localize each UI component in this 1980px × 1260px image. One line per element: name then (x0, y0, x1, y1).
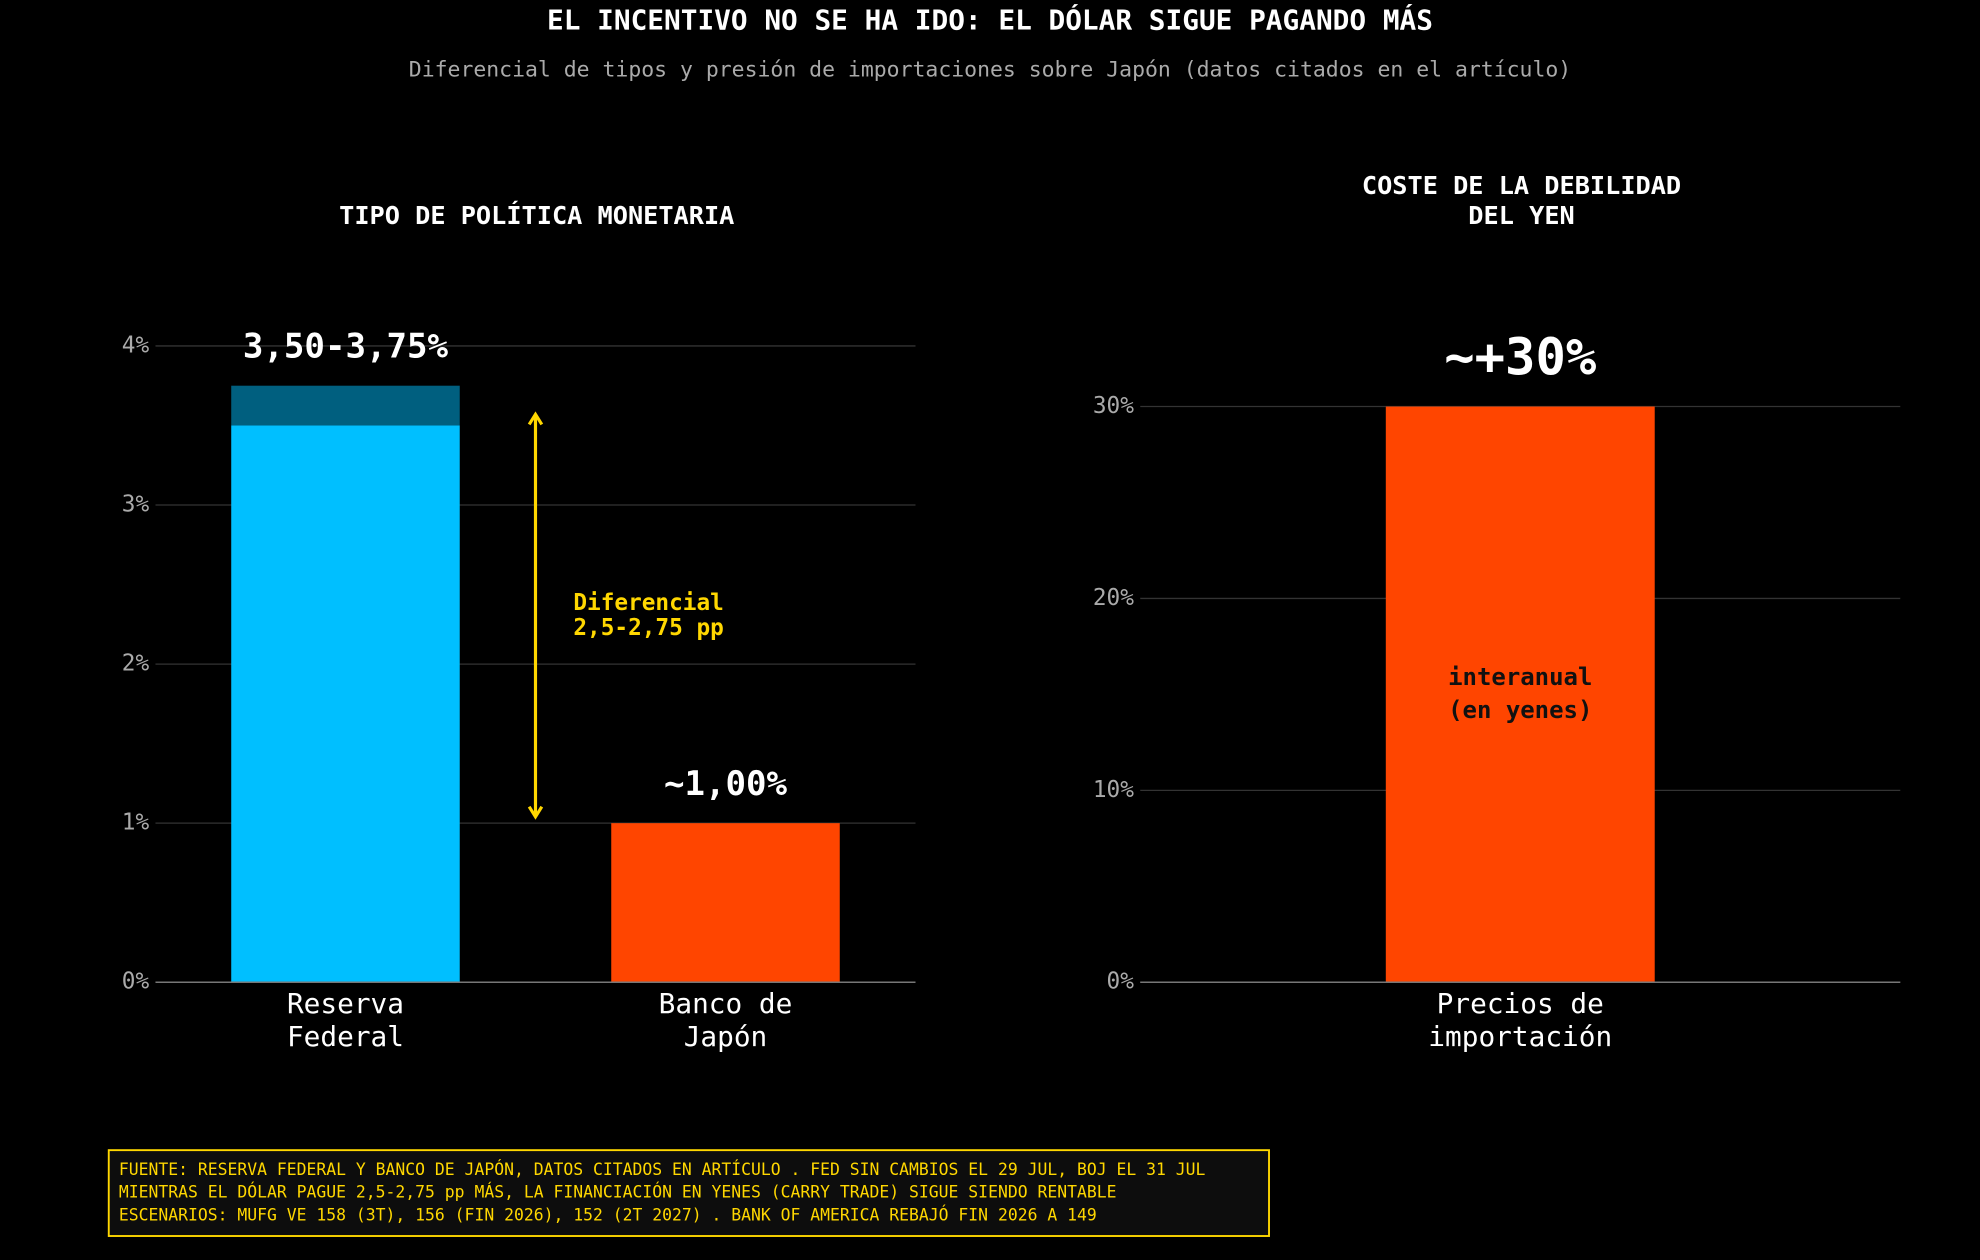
arrow-head (527, 411, 544, 426)
x-tick-label: Precios de importación (1428, 987, 1612, 1053)
y-tick-label: 10% (1093, 777, 1134, 803)
x-tick-label: Reserva Federal (287, 987, 404, 1053)
y-tick-label: 1% (122, 810, 150, 836)
footer-line: FUENTE: RESERVA FEDERAL Y BANCO DE JAPÓN… (119, 1160, 1206, 1179)
footer-box (107, 1149, 1270, 1237)
x-tick-label: Banco de Japón (659, 987, 793, 1053)
y-tick-label: 20% (1093, 585, 1134, 611)
inner-label: interanual (en yenes) (1448, 663, 1592, 724)
footer-line: ESCENARIOS: MUFG VE 158 (3T), 156 (FIN 2… (119, 1205, 1097, 1224)
y-tick-label: 4% (122, 332, 150, 358)
main-title: EL INCENTIVO NO SE HA IDO: EL DÓLAR SIGU… (547, 2, 1433, 36)
subtitle: Diferencial de tipos y presión de import… (409, 58, 1571, 83)
bar (611, 823, 840, 983)
bar (1385, 406, 1655, 983)
value-label: ~+30% (1444, 328, 1597, 387)
value-label: ~1,00% (664, 764, 788, 804)
arrow-head (527, 805, 544, 820)
bar (231, 385, 460, 426)
y-tick-label: 0% (122, 969, 150, 995)
panel-title: COSTE DE LA DEBILIDAD DEL YEN (1362, 171, 1681, 230)
y-tick-label: 3% (122, 492, 150, 518)
footer-line: MIENTRAS EL DÓLAR PAGUE 2,5-2,75 pp MÁS,… (119, 1183, 1117, 1202)
annotation-text: Diferencial 2,5-2,75 pp (573, 589, 723, 640)
y-tick-label: 0% (1107, 969, 1135, 995)
value-label: 3,50-3,75% (243, 326, 449, 366)
y-tick-label: 30% (1093, 393, 1134, 419)
y-tick-label: 2% (122, 651, 150, 677)
panel-title: TIPO DE POLÍTICA MONETARIA (339, 201, 734, 230)
bar (231, 425, 460, 983)
